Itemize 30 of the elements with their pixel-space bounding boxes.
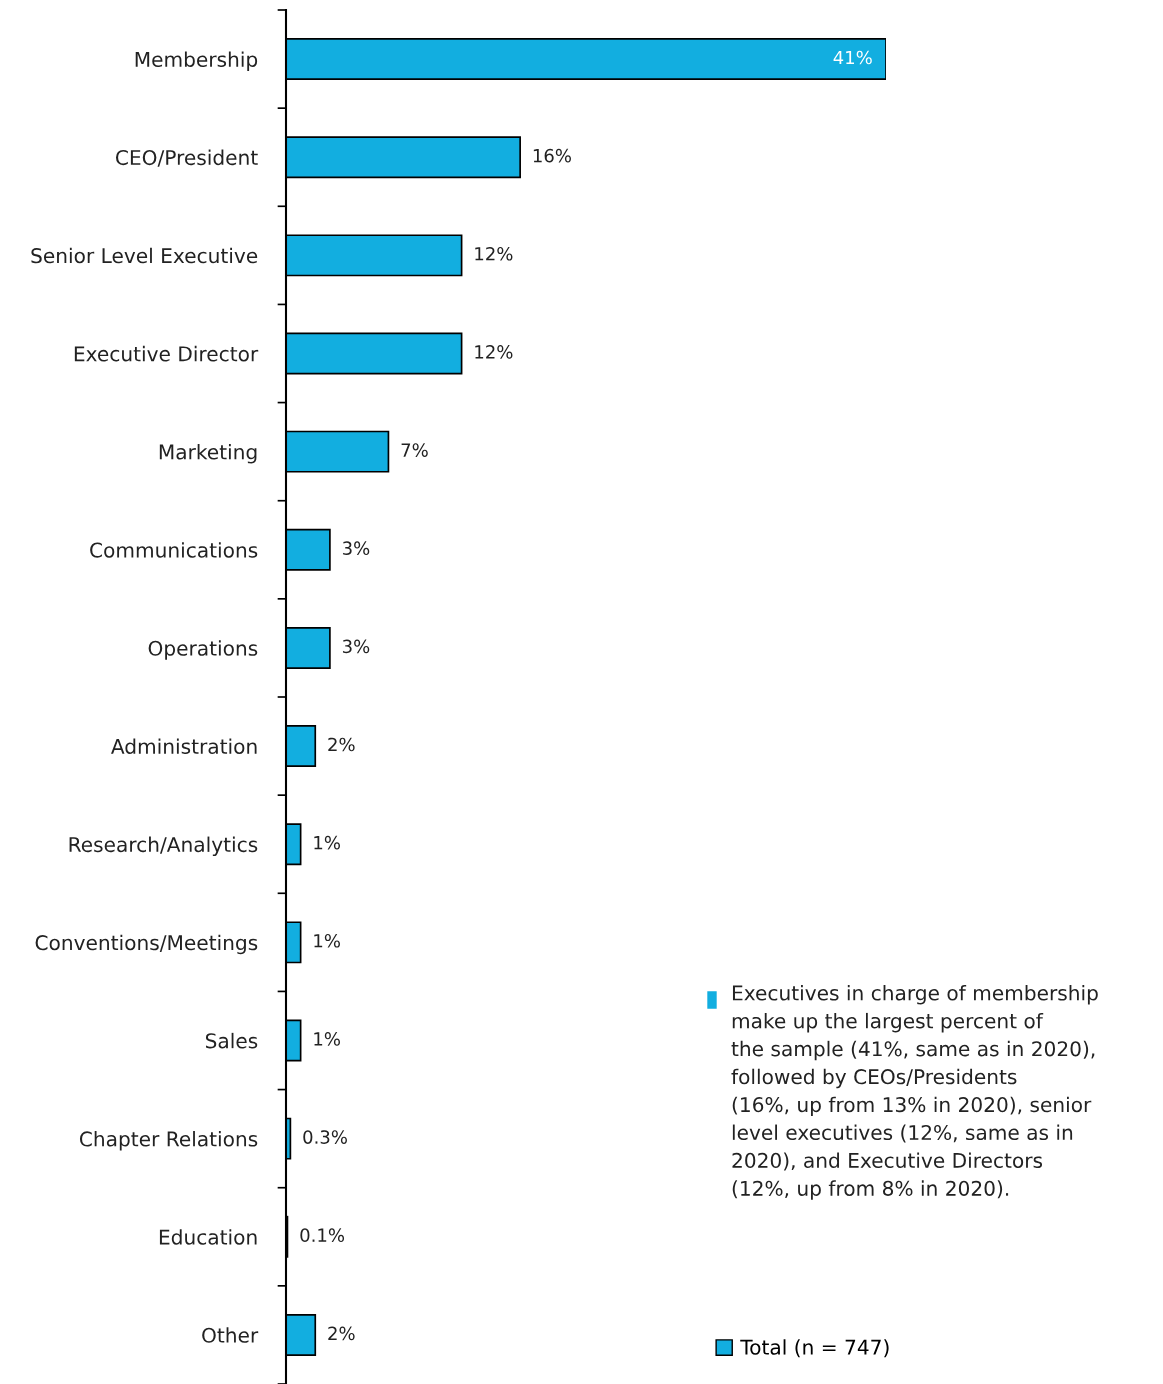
y-tick-label: Education	[159, 1229, 257, 1245]
y-tick-label: Sales	[205, 1032, 258, 1049]
data-label: 0.1%	[300, 1228, 345, 1243]
y-tick-label: Administration	[111, 738, 257, 755]
y-tick-label: Senior Level Executive	[31, 247, 258, 264]
data-label: 3%	[342, 639, 370, 654]
data-label: 1%	[314, 1032, 340, 1046]
data-label: 41%	[833, 50, 872, 65]
y-tick-label: Chapter Relations	[79, 1130, 258, 1151]
y-tick-label: CEO/President	[116, 149, 258, 167]
y-tick-label: Research/Analytics	[69, 836, 258, 857]
legend-label: Total (n = 747)	[740, 1339, 889, 1358]
data-label: 16%	[533, 148, 571, 163]
y-tick-label: Conventions/Meetings	[35, 934, 258, 955]
y-tick-label: Marketing	[159, 443, 257, 464]
y-tick-label: Other	[202, 1327, 259, 1343]
data-label: 1%	[314, 933, 340, 948]
data-label: 2%	[328, 1326, 355, 1341]
y-tick-label: Communications	[90, 542, 258, 558]
annotation: Executives in charge of membership make up the largest percent of the sample (41%, same as in 2020), followed by CEOs/Presidents (16%, up from 13% in 2020), senior level executives (12%, same as in 2020), and Executive Directors (12%, up from 8% in 2020).	[731, 985, 1098, 1200]
y-tick-label: Operations	[148, 640, 258, 660]
y-tick-label: Membership	[135, 51, 258, 71]
data-label: 2%	[328, 737, 355, 752]
y-tick-label: Executive Director	[74, 345, 259, 362]
data-label: 7%	[401, 443, 428, 457]
data-label: 3%	[342, 541, 370, 556]
data-label: 12%	[475, 246, 513, 261]
data-label: 12%	[475, 345, 513, 359]
data-label: 0.3%	[303, 1130, 347, 1144]
data-label: 1%	[314, 835, 340, 850]
